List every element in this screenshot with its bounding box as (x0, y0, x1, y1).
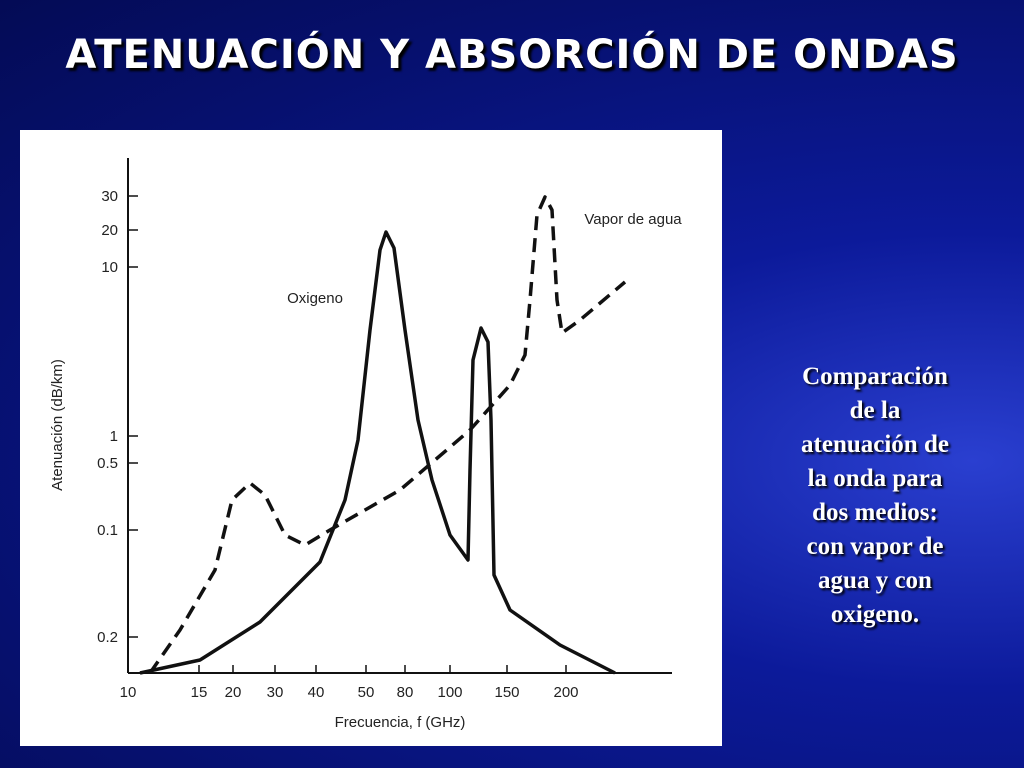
x-tick-label: 10 (120, 684, 137, 701)
x-tick-label: 15 (191, 684, 208, 701)
caption-line: atenuación de (801, 431, 949, 458)
oxygen-curve (139, 230, 616, 675)
caption-line: oxigeno. (830, 601, 920, 628)
x-tick-label: 100 (437, 684, 462, 701)
slide-title: ATENUACIÓN Y ABSORCIÓN DE ONDAS (65, 32, 959, 78)
x-axis-label: Frecuencia, f (GHz) (335, 714, 466, 731)
x-tick-label: 150 (494, 684, 519, 701)
y-tick-label: 30 (101, 188, 118, 205)
y-tick-label: 0.2 (97, 629, 118, 646)
caption: Comparación de la atenuación de la onda par… (760, 360, 990, 632)
caption-line: dos medios: (812, 499, 938, 526)
y-tick-label: 1 (110, 428, 118, 445)
water-vapor-curve (148, 195, 627, 675)
x-tick-label: 30 (267, 684, 284, 701)
caption-line: agua y con (818, 567, 932, 594)
y-tick-label: 0.5 (97, 455, 118, 472)
y-tick-label: 20 (101, 222, 118, 239)
x-tick-label: 50 (358, 684, 375, 701)
curve-label: Oxigeno (287, 290, 343, 307)
y-tick-label: 0.1 (97, 522, 118, 539)
caption-line: de la (849, 397, 901, 424)
caption-line: con vapor de (806, 533, 944, 560)
y-tick-label: 10 (101, 259, 118, 276)
caption-line: Comparación (802, 363, 948, 390)
x-tick-label: 40 (308, 684, 325, 701)
curve-label: Vapor de agua (584, 211, 682, 228)
x-tick-label: 80 (397, 684, 414, 701)
x-tick-label: 200 (553, 684, 578, 701)
y-axis-label: Atenuación (dB/km) (49, 359, 66, 491)
x-tick-label: 20 (225, 684, 242, 701)
caption-line: la onda para (807, 465, 943, 492)
figure: Atenuación (dB/km) Frecuencia, f (GHz) O… (20, 130, 722, 746)
